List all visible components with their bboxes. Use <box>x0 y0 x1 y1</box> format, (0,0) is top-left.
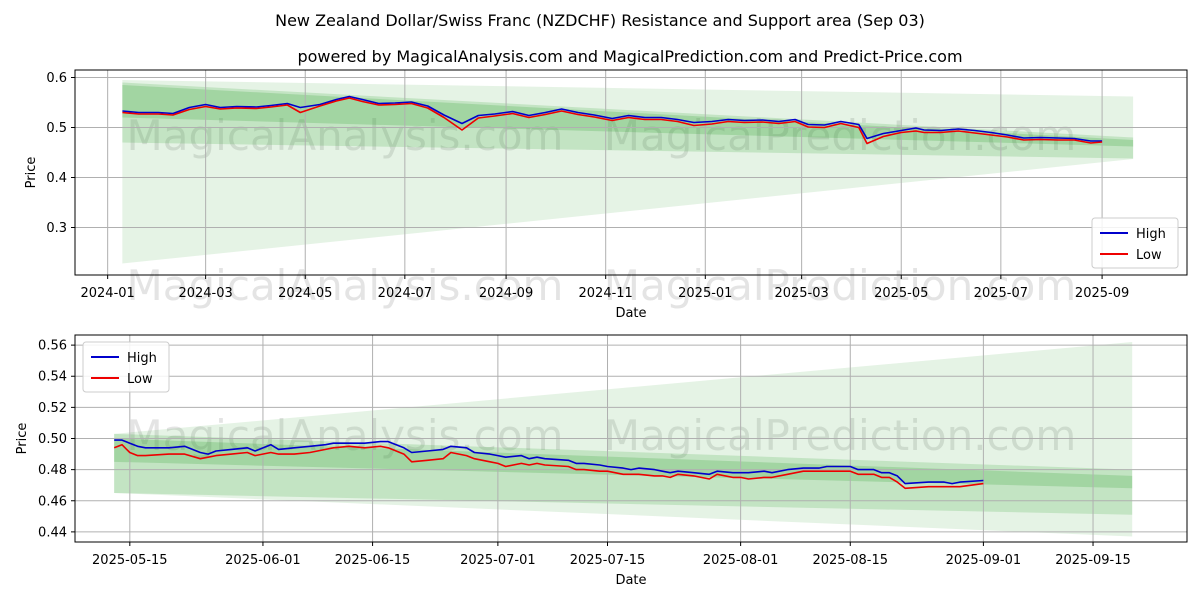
y-tick-label: 0.52 <box>38 401 67 416</box>
x-tick-label: 2025-05 <box>874 286 928 301</box>
y-tick-label: 0.6 <box>46 71 67 86</box>
y-axis-label: Price <box>15 423 30 455</box>
x-tick-label: 2025-01 <box>678 286 732 301</box>
watermark-text: MagicalPrediction.com <box>604 261 1077 310</box>
legend-box <box>1091 217 1179 269</box>
y-tick-label: 0.56 <box>38 339 67 354</box>
watermark-text: MagicalAnalysis.com <box>127 111 564 160</box>
x-tick-label: 2024-07 <box>378 286 432 301</box>
chart-title: New Zealand Dollar/Swiss Franc (NZDCHF) … <box>275 11 925 30</box>
series-line-low <box>113 443 984 490</box>
legend-label-low: Low <box>1136 248 1162 263</box>
y-tick-label: 0.5 <box>46 121 67 136</box>
chart-subtitle: powered by MagicalAnalysis.com and Magic… <box>297 47 962 66</box>
x-tick-label: 2025-09-01 <box>946 553 1022 568</box>
support-resistance-band <box>122 80 1134 264</box>
y-tick-label: 0.54 <box>38 370 67 385</box>
x-tick-label: 2025-05-15 <box>92 553 168 568</box>
legend-label-low: Low <box>127 372 153 387</box>
x-tick-label: 2025-09-15 <box>1055 553 1131 568</box>
series-line-high <box>114 439 984 485</box>
x-tick-label: 2025-09 <box>1075 286 1129 301</box>
legend-label-high: High <box>1136 227 1166 242</box>
y-axis-label: Price <box>24 157 39 189</box>
x-tick-label: 2025-08-15 <box>812 553 888 568</box>
chart-legend: High Low <box>1091 217 1179 269</box>
x-tick-label: 2024-09 <box>479 286 533 301</box>
x-tick-label: 2025-06-15 <box>335 553 411 568</box>
x-tick-label: 2024-03 <box>178 286 232 301</box>
x-tick-label: 2025-07-15 <box>570 553 646 568</box>
support-resistance-band <box>114 342 1133 537</box>
x-axis-label: Date <box>615 573 646 588</box>
legend-label-high: High <box>127 351 157 366</box>
chart-legend: High Low <box>82 341 170 393</box>
y-tick-label: 0.4 <box>46 171 67 186</box>
top-chart-panel: MagicalAnalysis.com MagicalPrediction.com… <box>24 69 1188 321</box>
x-tick-label: 2024-11 <box>579 286 633 301</box>
axes-frame <box>74 69 1188 276</box>
bottom-chart-panel: MagicalAnalysis.com MagicalPrediction.com… <box>15 334 1188 588</box>
plot-area <box>75 335 1187 542</box>
x-tick-label: 2025-08-01 <box>703 553 779 568</box>
y-tick-label: 0.44 <box>38 525 67 540</box>
y-tick-label: 0.50 <box>38 432 67 447</box>
x-axis-label: Date <box>615 306 646 321</box>
legend-box <box>82 341 170 393</box>
series-line-high <box>122 95 1103 142</box>
y-tick-label: 0.3 <box>46 221 67 236</box>
plot-area <box>75 70 1187 275</box>
x-tick-label: 2025-03 <box>774 286 828 301</box>
watermark-text: MagicalPrediction.com <box>604 411 1077 460</box>
x-tick-label: 2024-05 <box>278 286 332 301</box>
x-tick-label: 2025-07-01 <box>460 553 536 568</box>
y-tick-label: 0.46 <box>38 494 67 509</box>
series-line-low <box>122 97 1103 145</box>
watermark-text: MagicalAnalysis.com <box>127 261 564 310</box>
x-tick-label: 2025-07 <box>974 286 1028 301</box>
x-tick-label: 2024-01 <box>80 286 134 301</box>
y-tick-label: 0.48 <box>38 463 67 478</box>
x-tick-label: 2025-06-01 <box>225 553 301 568</box>
support-resistance-band <box>122 82 1134 159</box>
